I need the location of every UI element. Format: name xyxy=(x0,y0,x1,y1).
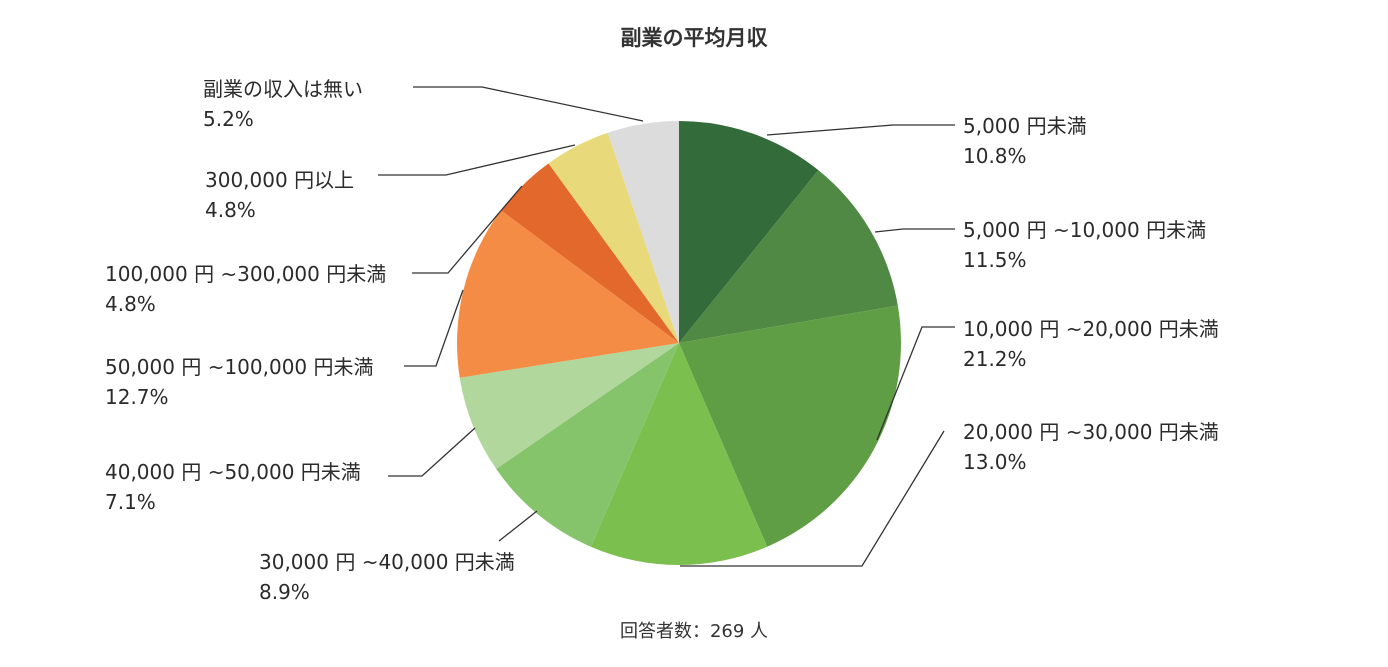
slice-category: 100,000 円 ~300,000 円未満 xyxy=(105,262,387,286)
slice-label: 副業の収入は無い 5.2% xyxy=(203,74,363,134)
respondent-count: 回答者数：269 人 xyxy=(619,621,769,642)
pie-slices xyxy=(456,121,901,565)
leader-line xyxy=(874,228,955,233)
slice-label: 50,000 円 ~100,000 円未満 12.7% xyxy=(105,352,374,412)
pie-slice xyxy=(590,343,768,565)
leader-line xyxy=(876,326,955,441)
slice-category: 300,000 円以上 xyxy=(205,168,355,192)
pie-slice xyxy=(501,163,679,343)
slice-label: 100,000 円 ~300,000 円未満 4.8% xyxy=(105,259,386,319)
slice-percentage: 10.8% xyxy=(963,144,1027,168)
leader-line xyxy=(404,289,464,367)
pie-slice xyxy=(679,170,898,343)
slice-percentage: 11.5% xyxy=(963,248,1027,272)
leader-line xyxy=(413,86,644,122)
pie-slice xyxy=(548,132,679,343)
slice-category: 5,000 円 ~10,000 円未満 xyxy=(963,218,1207,242)
slice-category: 副業の収入は無い xyxy=(203,77,363,101)
slice-category: 40,000 円 ~50,000 円未満 xyxy=(105,460,361,484)
leader-line xyxy=(388,427,476,477)
slice-percentage: 21.2% xyxy=(963,347,1027,371)
pie-slice xyxy=(679,305,901,547)
leader-line xyxy=(412,185,523,274)
slice-percentage: 7.1% xyxy=(105,490,156,514)
pie-slice xyxy=(456,210,679,378)
slice-category: 20,000 円 ~30,000 円未満 xyxy=(963,420,1219,444)
pie-slice xyxy=(679,121,819,343)
slice-label: 30,000 円 ~40,000 円未満 8.9% xyxy=(259,547,515,607)
leader-line xyxy=(680,430,945,567)
slice-category: 30,000 円 ~40,000 円未満 xyxy=(259,550,515,574)
slice-label: 300,000 円以上 4.8% xyxy=(205,165,354,225)
leader-lines xyxy=(378,86,955,567)
slice-category: 5,000 円未満 xyxy=(963,114,1087,138)
leader-line xyxy=(378,144,576,176)
slice-label: 5,000 円 ~10,000 円未満 11.5% xyxy=(963,215,1206,275)
slice-category: 10,000 円 ~20,000 円未満 xyxy=(963,317,1219,341)
pie-slice xyxy=(496,343,679,547)
slice-percentage: 4.8% xyxy=(205,198,256,222)
slice-percentage: 8.9% xyxy=(259,580,310,604)
slice-category: 50,000 円 ~100,000 円未満 xyxy=(105,355,374,379)
pie-slice xyxy=(607,121,679,343)
leader-line xyxy=(498,510,538,542)
slice-percentage: 4.8% xyxy=(105,292,156,316)
slice-label: 20,000 円 ~30,000 円未満 13.0% xyxy=(963,417,1219,477)
slice-label: 40,000 円 ~50,000 円未満 7.1% xyxy=(105,457,361,517)
pie-slice xyxy=(459,343,679,469)
slice-percentage: 12.7% xyxy=(105,385,169,409)
leader-line xyxy=(766,124,955,136)
slice-percentage: 13.0% xyxy=(963,450,1027,474)
slice-label: 10,000 円 ~20,000 円未満 21.2% xyxy=(963,314,1219,374)
slice-percentage: 5.2% xyxy=(203,107,254,131)
chart-title: 副業の平均月収 xyxy=(620,26,768,50)
slice-label: 5,000 円未満 10.8% xyxy=(963,111,1087,171)
